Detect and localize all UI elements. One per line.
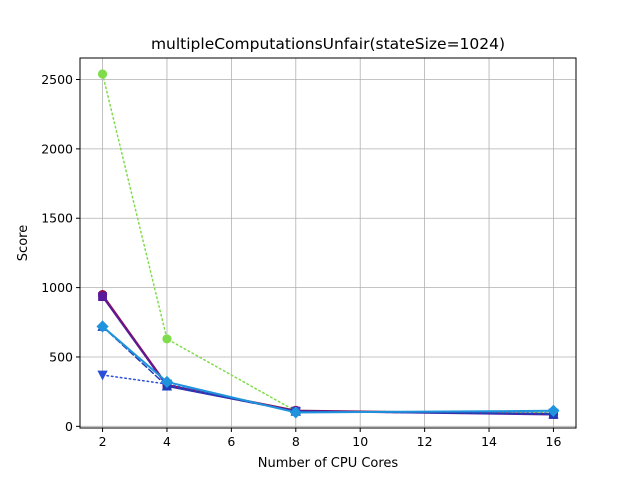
y-tick-label: 2000: [41, 141, 73, 156]
x-tick-label: 12: [417, 434, 433, 449]
x-tick-label: 10: [352, 434, 368, 449]
series-line: [101, 293, 555, 415]
y-tick-label: 1500: [41, 211, 73, 226]
data-point: [98, 292, 107, 302]
chart-title: multipleComputationsUnfair(stateSize=102…: [151, 35, 505, 53]
grid: [80, 58, 576, 428]
data-point: [97, 370, 108, 381]
x-axis-label: Number of CPU Cores: [258, 456, 399, 471]
y-tick-label: 500: [49, 349, 73, 364]
x-tick-label: 8: [292, 434, 300, 449]
x-tick-label: 2: [99, 434, 107, 449]
x-tick-label: 14: [481, 434, 497, 449]
data-point: [160, 375, 174, 389]
x-tick-label: 4: [163, 434, 171, 449]
y-tick-label: 0: [65, 419, 73, 434]
data-point: [162, 334, 172, 344]
y-tick-label: 1000: [41, 280, 73, 295]
series-line: [101, 325, 555, 414]
data-point: [289, 406, 302, 419]
y-axis-label: Score: [16, 225, 31, 261]
data-point: [547, 404, 560, 417]
series-line: [101, 295, 555, 416]
series-line: [101, 325, 555, 415]
series-line: [101, 73, 555, 414]
data-point: [96, 320, 109, 333]
data-point: [97, 69, 108, 79]
series-group: [96, 69, 560, 419]
ticks: 2 4 6 8 10 12 14 16 0 500 1000 1500 2000 2500: [41, 72, 561, 449]
y-tick-label: 2500: [41, 72, 73, 87]
series-6: [96, 320, 560, 419]
x-tick-label: 6: [227, 434, 235, 449]
series-3: [98, 292, 558, 419]
plot-frame: [79, 57, 577, 429]
x-tick-label: 16: [546, 434, 562, 449]
